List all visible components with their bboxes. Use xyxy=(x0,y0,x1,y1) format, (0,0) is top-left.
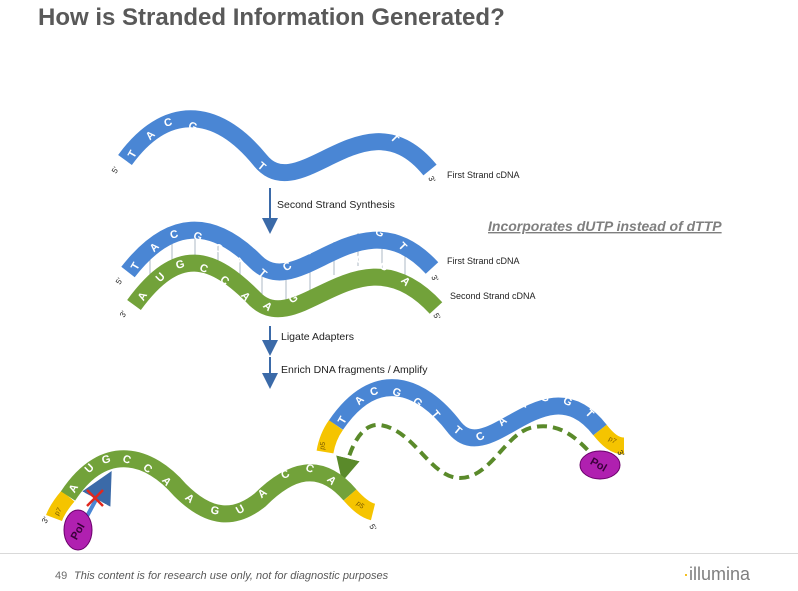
base-letter: T xyxy=(325,120,336,134)
p5-adapter xyxy=(316,420,344,454)
base-letter: A xyxy=(333,258,345,272)
block-x-icon xyxy=(86,489,104,507)
base-letter: G xyxy=(210,504,221,517)
base-letter: A xyxy=(299,137,313,151)
logo-accent-icon: · xyxy=(683,564,689,584)
illumina-logo: ·illumina xyxy=(683,564,750,585)
p5-adapter xyxy=(343,489,376,521)
p5-label: p5 xyxy=(319,441,327,450)
p7-adapter xyxy=(46,490,75,522)
base-letter: G xyxy=(391,386,403,400)
base-letter: G xyxy=(175,258,186,272)
base-letter: C xyxy=(198,262,210,276)
new-strand-synthesis-arrow xyxy=(336,422,600,482)
three-prime-label: 3' xyxy=(40,515,51,525)
second-strand-stage3 xyxy=(60,450,357,523)
step-second-strand-synthesis: Second Strand Synthesis xyxy=(277,199,395,211)
first-strand-label: First Strand cDNA xyxy=(447,170,520,180)
five-prime-label: 5' xyxy=(367,523,378,533)
base-letter: G xyxy=(343,114,354,127)
step-enrich-amplify: Enrich DNA fragments / Amplify xyxy=(281,364,428,376)
five-prime-label: 5' xyxy=(431,312,442,322)
base-letter: C xyxy=(355,253,365,266)
base-letter: T xyxy=(226,147,240,160)
three-prime-label: 3' xyxy=(426,175,437,185)
page-number: 49 xyxy=(55,570,68,582)
first-strand-label: First Strand cDNA xyxy=(447,256,520,266)
base-letter: C xyxy=(163,116,174,130)
three-prime-label: 3' xyxy=(615,449,626,459)
five-prime-label: 5' xyxy=(110,165,121,175)
base-letter: T xyxy=(329,226,340,240)
dutp-callout: Incorporates dUTP instead of dTTP xyxy=(488,218,722,234)
logo-text: illumina xyxy=(689,564,751,584)
base-letter: T xyxy=(231,256,245,269)
base-letter: T xyxy=(519,398,530,412)
base-letter: G xyxy=(364,119,377,133)
p7-label: p7 xyxy=(54,507,64,517)
base-letter: C xyxy=(169,228,180,242)
first-strand-stage3 xyxy=(328,379,607,447)
second-strand-label: Second Strand cDNA xyxy=(450,291,536,301)
base-letter: C xyxy=(369,385,380,399)
first-strand-stage1 xyxy=(118,110,437,182)
base-letter: G xyxy=(540,391,551,404)
base-letter: G xyxy=(187,120,199,134)
three-prime-label: 3' xyxy=(429,274,440,284)
base-letter: G xyxy=(351,221,362,234)
base-letter: G xyxy=(101,453,112,467)
footer-divider xyxy=(0,553,798,554)
first-strand-stage2 xyxy=(121,221,439,281)
footer-disclaimer: This content is for research use only, n… xyxy=(74,570,389,582)
polymerase-right: Pol xyxy=(579,450,621,480)
base-letter: C xyxy=(121,453,133,467)
step-ligate-adapters: Ligate Adapters xyxy=(281,331,354,343)
p5-label: p5 xyxy=(355,500,366,510)
base-letter: C xyxy=(304,462,316,476)
base-letter: G xyxy=(192,230,204,244)
second-strand-stage2 xyxy=(127,254,443,318)
slide-title: How is Stranded Information Generated? xyxy=(38,4,505,31)
polymerase-left: Pol xyxy=(63,509,93,551)
three-prime-label: 3' xyxy=(118,309,129,319)
five-prime-label: 5' xyxy=(114,276,125,286)
p7-label: p7 xyxy=(607,436,617,446)
p7-adapter xyxy=(593,424,625,455)
